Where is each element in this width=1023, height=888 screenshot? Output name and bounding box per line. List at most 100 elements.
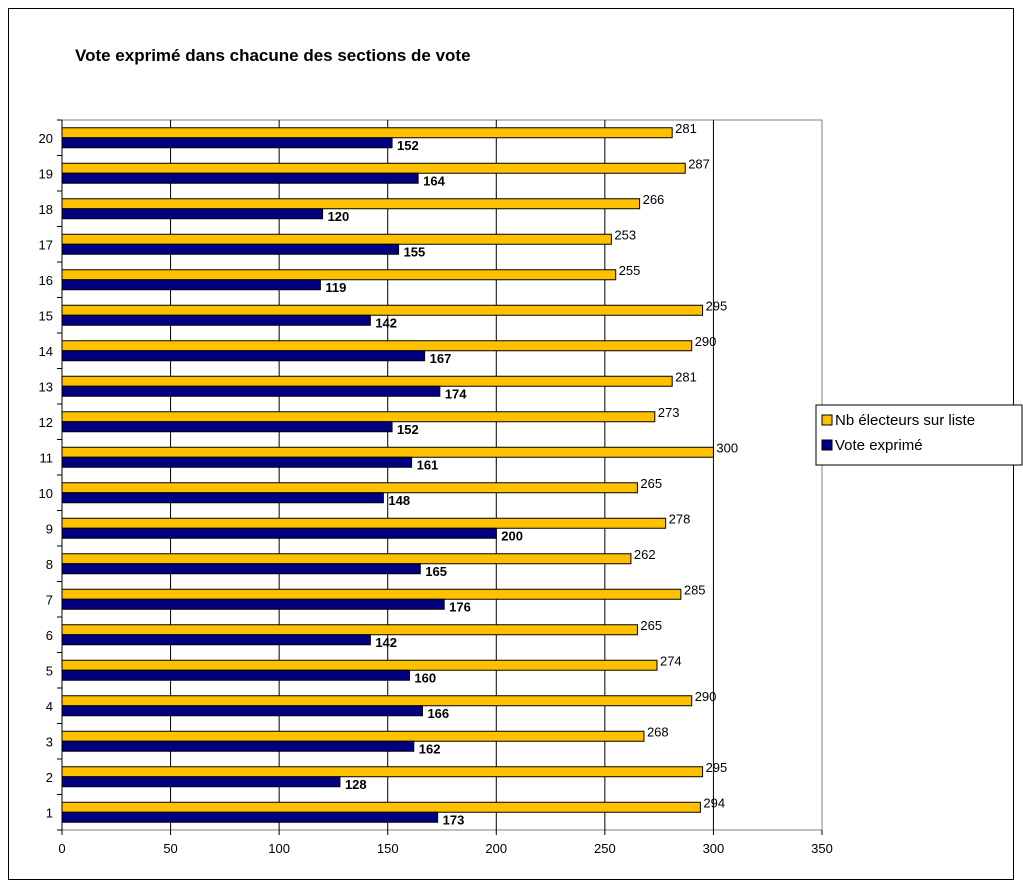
data-label-electeurs: 273 [658,405,680,420]
data-label-electeurs: 287 [688,156,710,171]
bar-electeurs [61,482,638,494]
data-label-vote-exprime: 160 [414,670,436,685]
category-label: 8 [46,557,53,572]
bar-electeurs [61,588,682,600]
data-label-electeurs: 295 [706,298,728,313]
bar-vote-exprime [61,811,439,823]
bar-electeurs [61,695,693,707]
x-tick-label: 100 [268,841,290,856]
bar-electeurs [61,766,704,778]
bar-electeurs [61,446,714,458]
data-label-electeurs: 255 [619,263,641,278]
bar-vote-exprime [61,740,415,752]
bar-vote-exprime [61,492,384,504]
grid-lines [61,119,823,831]
legend-label: Nb électeurs sur liste [835,412,975,429]
bar-vote-exprime [61,634,371,646]
category-label: 10 [39,486,53,501]
bar-vote-exprime [61,705,423,717]
data-label-vote-exprime: 162 [419,741,441,756]
bar-electeurs [61,269,617,281]
data-labels: 294 173 295 128 268 162 290 166 274 160 265 142 285 1… [325,121,738,828]
bar-electeurs [61,162,686,174]
bar-vote-exprime [61,456,413,468]
bar-electeurs [61,233,612,245]
x-tick-label: 50 [163,841,177,856]
data-label-electeurs: 265 [640,618,662,633]
data-label-vote-exprime: 152 [397,422,419,437]
data-label-vote-exprime: 120 [328,209,350,224]
data-label-electeurs: 253 [614,227,636,242]
data-label-vote-exprime: 142 [375,635,397,650]
bar-vote-exprime [61,208,324,220]
data-label-electeurs: 294 [703,795,725,810]
bar-electeurs [61,411,656,423]
x-tick-label: 150 [377,841,399,856]
data-label-electeurs: 265 [640,476,662,491]
category-label: 6 [46,628,53,643]
chart-title: Vote exprimé dans chacune des sections d… [75,46,471,65]
data-label-vote-exprime: 119 [325,280,346,295]
bar-vote-exprime [61,527,497,539]
x-tick-label: 0 [58,841,65,856]
bar-electeurs [61,553,632,565]
bar-electeurs [61,801,701,813]
bar-vote-exprime [61,350,426,362]
bar-electeurs [61,198,641,210]
data-label-electeurs: 285 [684,582,706,597]
legend: Nb électeurs sur liste Vote exprimé [815,404,1023,466]
data-label-electeurs: 290 [695,334,717,349]
bar-vote-exprime [61,279,321,291]
data-label-electeurs: 290 [695,689,717,704]
bar-electeurs [61,127,673,139]
bar-vote-exprime [61,137,393,149]
data-label-electeurs: 281 [675,121,697,136]
data-label-electeurs: 278 [669,511,691,526]
legend-box [815,404,1023,466]
data-label-vote-exprime: 142 [375,315,397,330]
category-label: 12 [39,415,53,430]
data-label-vote-exprime: 174 [445,386,467,401]
bar-electeurs [61,340,693,352]
data-label-electeurs: 274 [660,653,682,668]
data-label-vote-exprime: 167 [430,351,452,366]
data-label-vote-exprime: 128 [345,777,367,792]
x-tick-label: 200 [485,841,507,856]
bar-vote-exprime [61,669,410,681]
category-label: 17 [39,237,53,252]
data-label-electeurs: 300 [716,440,738,455]
data-label-electeurs: 295 [706,760,728,775]
category-label: 9 [46,521,53,536]
bar-electeurs [61,730,645,742]
category-label: 11 [40,450,54,465]
bar-electeurs [61,517,667,529]
data-label-vote-exprime: 200 [501,528,523,543]
category-label: 5 [46,663,53,678]
data-label-vote-exprime: 148 [388,493,410,508]
category-label: 7 [46,592,53,607]
data-label-electeurs: 262 [634,547,656,562]
axes: 0 50 100 150 200 250 300 3501234567891011121314… [39,119,833,856]
data-label-vote-exprime: 155 [404,244,426,259]
data-label-vote-exprime: 164 [423,173,445,188]
bar-vote-exprime [61,172,419,184]
legend-label: Vote exprimé [835,437,923,454]
data-label-electeurs: 266 [643,192,665,207]
data-label-vote-exprime: 173 [443,812,465,827]
data-label-vote-exprime: 176 [449,599,471,614]
bar-vote-exprime [61,563,421,575]
category-label: 13 [39,379,53,394]
category-label: 2 [46,770,53,785]
data-label-vote-exprime: 152 [397,138,419,153]
plot-area [61,119,823,831]
category-label: 15 [39,308,53,323]
bar-electeurs [61,304,704,316]
x-tick-label: 300 [703,841,725,856]
category-label: 18 [39,202,53,217]
legend-swatch [821,439,833,451]
data-label-vote-exprime: 161 [417,457,439,472]
data-label-vote-exprime: 165 [425,564,447,579]
category-label: 1 [46,805,53,820]
data-label-vote-exprime: 166 [427,706,449,721]
